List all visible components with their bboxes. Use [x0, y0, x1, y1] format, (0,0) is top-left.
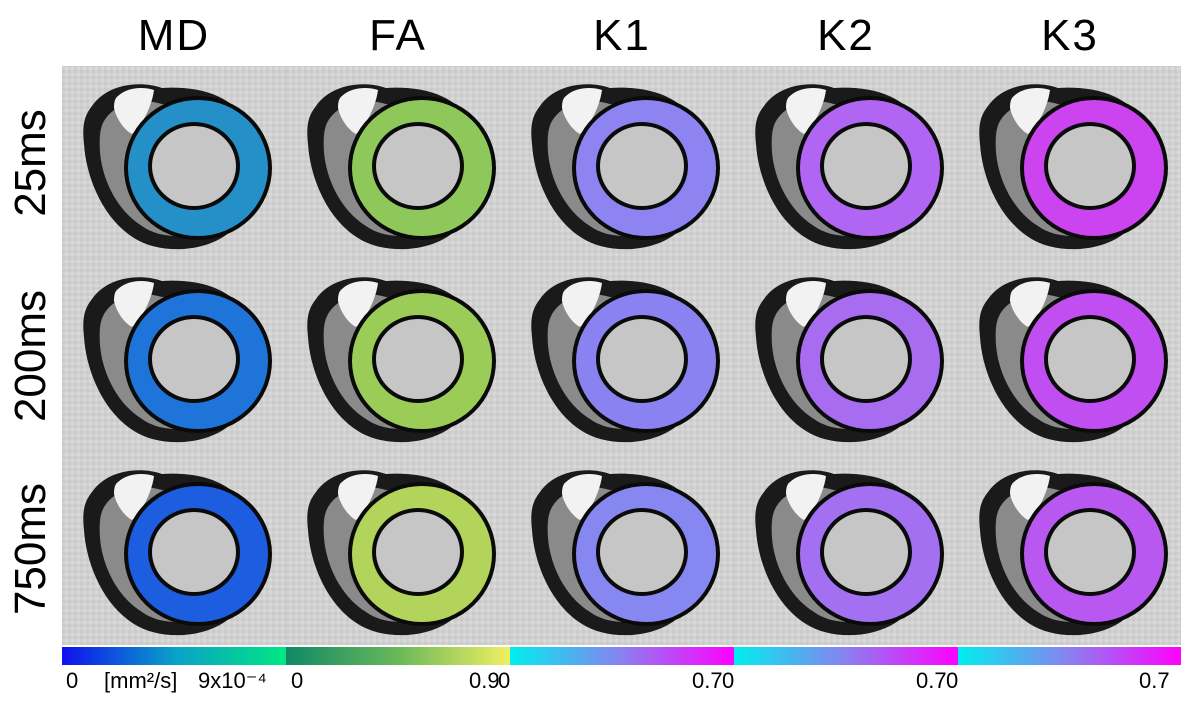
map-tile-fa-750ms — [286, 452, 510, 645]
map-tile-fa-25ms — [286, 66, 510, 259]
column-title-k2: K2 — [817, 11, 875, 60]
ventricle-highlight — [338, 88, 378, 134]
blood-pool — [376, 512, 460, 592]
colorbar-fa — [286, 647, 510, 665]
row-label-text: 750ms — [6, 482, 56, 615]
map-tile-k3-25ms — [958, 66, 1181, 259]
colorbar-fa-max: 0.9 — [469, 668, 500, 693]
ventricle-highlight — [1010, 281, 1050, 327]
row-label-750ms: 750ms — [0, 452, 62, 645]
column-title-fa: FA — [369, 11, 427, 60]
colorbar-k3-max: 0.7 — [1139, 668, 1170, 693]
colorbar-k1-max: 0.7 — [692, 668, 723, 693]
row-label-200ms: 200ms — [0, 259, 62, 452]
heart-slice-image — [531, 277, 720, 443]
ventricle-highlight — [786, 88, 826, 134]
column-title-k3: K3 — [1041, 11, 1099, 60]
ventricle-highlight — [786, 474, 826, 520]
colorbar-k2-min: 0 — [722, 668, 735, 693]
ventricle-highlight — [338, 281, 378, 327]
blood-pool — [376, 319, 460, 399]
colorbar-k3 — [958, 647, 1181, 665]
heart-slice-image — [979, 84, 1168, 250]
parameter-map-grid — [62, 66, 1181, 645]
blood-pool — [152, 126, 236, 206]
colorbar-k2-max: 0.7 — [916, 668, 947, 693]
heart-slice-image — [83, 470, 272, 636]
ventricle-highlight — [114, 281, 154, 327]
colorbar-md-min: 0 — [66, 668, 79, 693]
colorbar-k1-min: 0 — [498, 668, 511, 693]
blood-pool — [824, 126, 908, 206]
blood-pool — [600, 512, 684, 592]
row-label-25ms: 25ms — [0, 66, 62, 259]
blood-pool — [152, 512, 236, 592]
blood-pool — [600, 319, 684, 399]
heart-slice-image — [531, 84, 720, 250]
map-tile-md-25ms — [62, 66, 286, 259]
heart-slice-image — [307, 470, 496, 636]
map-tile-md-200ms — [62, 259, 286, 452]
blood-pool — [376, 126, 460, 206]
ventricle-highlight — [1010, 474, 1050, 520]
blood-pool — [1048, 319, 1132, 399]
row-label-text: 25ms — [6, 108, 55, 217]
ventricle-highlight — [562, 281, 602, 327]
blood-pool — [1048, 126, 1132, 206]
column-title-k1: K1 — [593, 11, 651, 60]
ventricle-highlight — [562, 474, 602, 520]
colorbar-md-unit: [mm²/s] — [104, 668, 178, 693]
map-tile-k1-200ms — [510, 259, 734, 452]
column-title-md: MD — [137, 11, 211, 60]
heart-slice-image — [531, 470, 720, 636]
map-tile-fa-200ms — [286, 259, 510, 452]
map-tile-k3-200ms — [958, 259, 1181, 452]
colorbar-md — [62, 647, 286, 665]
ventricle-highlight — [114, 474, 154, 520]
colorbar-md-max: 9x10⁻⁴ — [198, 668, 267, 693]
blood-pool — [824, 319, 908, 399]
blood-pool — [152, 319, 236, 399]
heart-slice-image — [979, 277, 1168, 443]
heart-slice-image — [83, 277, 272, 443]
map-tile-k2-750ms — [734, 452, 958, 645]
map-tile-k3-750ms — [958, 452, 1181, 645]
blood-pool — [600, 126, 684, 206]
map-tile-k2-200ms — [734, 259, 958, 452]
colorbar-fa-min: 0 — [291, 668, 304, 693]
heart-slice-image — [755, 470, 944, 636]
heart-slice-image — [755, 84, 944, 250]
heart-slice-image — [307, 277, 496, 443]
row-label-text: 200ms — [6, 289, 56, 422]
colorbar-k1 — [510, 647, 734, 665]
map-tile-k1-25ms — [510, 66, 734, 259]
colorbar-k2 — [734, 647, 958, 665]
heart-slice-image — [307, 84, 496, 250]
map-tile-md-750ms — [62, 452, 286, 645]
ventricle-highlight — [786, 281, 826, 327]
blood-pool — [1048, 512, 1132, 592]
heart-slice-image — [979, 470, 1168, 636]
heart-slice-image — [83, 84, 272, 250]
ventricle-highlight — [114, 88, 154, 134]
map-tile-k2-25ms — [734, 66, 958, 259]
map-tile-k1-750ms — [510, 452, 734, 645]
ventricle-highlight — [1010, 88, 1050, 134]
colorbar-k3-min: 0 — [946, 668, 959, 693]
ventricle-highlight — [338, 474, 378, 520]
ventricle-highlight — [562, 88, 602, 134]
blood-pool — [824, 512, 908, 592]
heart-slice-image — [755, 277, 944, 443]
